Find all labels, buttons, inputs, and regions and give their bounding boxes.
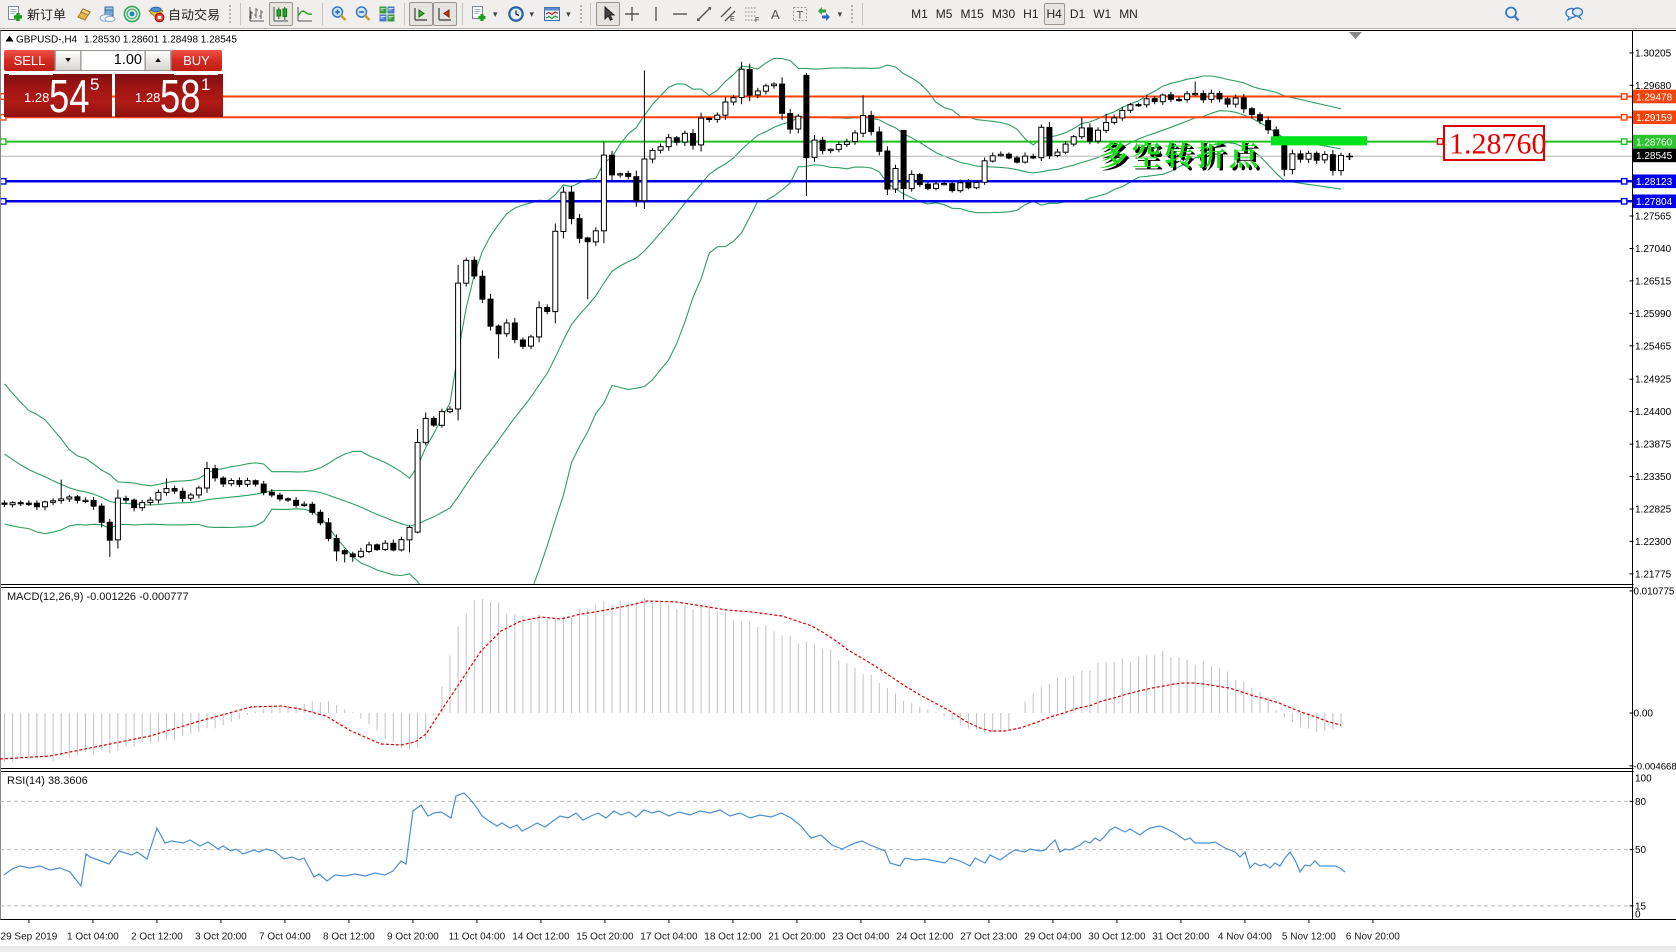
svg-text:4 Nov 04:00: 4 Nov 04:00: [1218, 932, 1272, 943]
svg-text:A: A: [771, 7, 780, 22]
svg-text:1.25990: 1.25990: [1635, 309, 1672, 320]
svg-text:F: F: [755, 17, 759, 23]
svg-text:31 Oct 20:00: 31 Oct 20:00: [1152, 932, 1210, 943]
svg-text:MACD(12,26,9) -0.001226 -0.000: MACD(12,26,9) -0.001226 -0.000777: [7, 591, 189, 603]
svg-text:0: 0: [1635, 910, 1641, 921]
svg-text:5 Nov 12:00: 5 Nov 12:00: [1282, 932, 1336, 943]
svg-text:3 Oct 20:00: 3 Oct 20:00: [195, 932, 247, 943]
svg-text:1.29478: 1.29478: [1636, 92, 1673, 103]
svg-text:E: E: [730, 16, 735, 23]
svg-text:1 Oct 04:00: 1 Oct 04:00: [67, 932, 119, 943]
svg-text:1.27040: 1.27040: [1635, 244, 1672, 255]
svg-text:1.22825: 1.22825: [1635, 505, 1672, 516]
svg-text:1.28123: 1.28123: [1636, 177, 1673, 188]
svg-text:9 Oct 20:00: 9 Oct 20:00: [387, 932, 439, 943]
svg-text:24 Oct 12:00: 24 Oct 12:00: [896, 932, 954, 943]
svg-text:0.00: 0.00: [1634, 709, 1654, 720]
svg-text:1.28760: 1.28760: [1636, 137, 1673, 148]
svg-text:100: 100: [1635, 774, 1652, 785]
svg-text:1.23875: 1.23875: [1635, 440, 1672, 451]
svg-text:15 Oct 20:00: 15 Oct 20:00: [576, 932, 634, 943]
svg-text:1.25465: 1.25465: [1635, 341, 1672, 352]
svg-text:14 Oct 12:00: 14 Oct 12:00: [512, 932, 570, 943]
svg-text:80: 80: [1635, 797, 1647, 808]
svg-text:1.28530 1.28601 1.28498 1.2854: 1.28530 1.28601 1.28498 1.28545: [84, 35, 237, 46]
svg-text:RSI(14) 38.3606: RSI(14) 38.3606: [7, 775, 88, 787]
svg-text:29 Sep 2019: 29 Sep 2019: [1, 932, 58, 943]
svg-text:1.21775: 1.21775: [1635, 569, 1672, 580]
svg-text:6 Nov 20:00: 6 Nov 20:00: [1346, 932, 1400, 943]
svg-text:1.30205: 1.30205: [1635, 48, 1672, 59]
svg-text:1.22300: 1.22300: [1635, 537, 1672, 548]
svg-text:23 Oct 04:00: 23 Oct 04:00: [832, 932, 890, 943]
svg-text:-0.004668: -0.004668: [1634, 761, 1676, 772]
svg-text:11 Oct 04:00: 11 Oct 04:00: [449, 932, 506, 943]
svg-text:1.28545: 1.28545: [1636, 151, 1673, 162]
svg-text:1.29680: 1.29680: [1635, 81, 1672, 92]
svg-text:1.27565: 1.27565: [1635, 212, 1672, 223]
svg-text:8 Oct 12:00: 8 Oct 12:00: [323, 932, 375, 943]
svg-text:0.010775: 0.010775: [1634, 586, 1675, 597]
svg-text:50: 50: [1635, 845, 1647, 856]
svg-text:1.28760: 1.28760: [1449, 128, 1547, 161]
svg-text:15: 15: [1635, 901, 1647, 912]
svg-text:1.29159: 1.29159: [1636, 113, 1673, 124]
svg-text:1.23350: 1.23350: [1635, 472, 1672, 483]
svg-text:1.27804: 1.27804: [1636, 197, 1673, 208]
svg-text:29 Oct 04:00: 29 Oct 04:00: [1024, 932, 1082, 943]
svg-text:18 Oct 12:00: 18 Oct 12:00: [704, 932, 762, 943]
svg-text:1.26515: 1.26515: [1635, 276, 1672, 287]
svg-text:GBPUSD-,H4: GBPUSD-,H4: [16, 35, 78, 46]
svg-text:1.24925: 1.24925: [1635, 375, 1672, 386]
svg-text:7 Oct 04:00: 7 Oct 04:00: [259, 932, 311, 943]
svg-text:21 Oct 20:00: 21 Oct 20:00: [768, 932, 826, 943]
svg-text:T: T: [796, 10, 803, 22]
svg-text:27 Oct 23:00: 27 Oct 23:00: [960, 932, 1018, 943]
svg-text:2 Oct 12:00: 2 Oct 12:00: [131, 932, 183, 943]
svg-text:17 Oct 04:00: 17 Oct 04:00: [640, 932, 698, 943]
svg-text:1.24400: 1.24400: [1635, 407, 1672, 418]
svg-text:30 Oct 12:00: 30 Oct 12:00: [1088, 932, 1146, 943]
